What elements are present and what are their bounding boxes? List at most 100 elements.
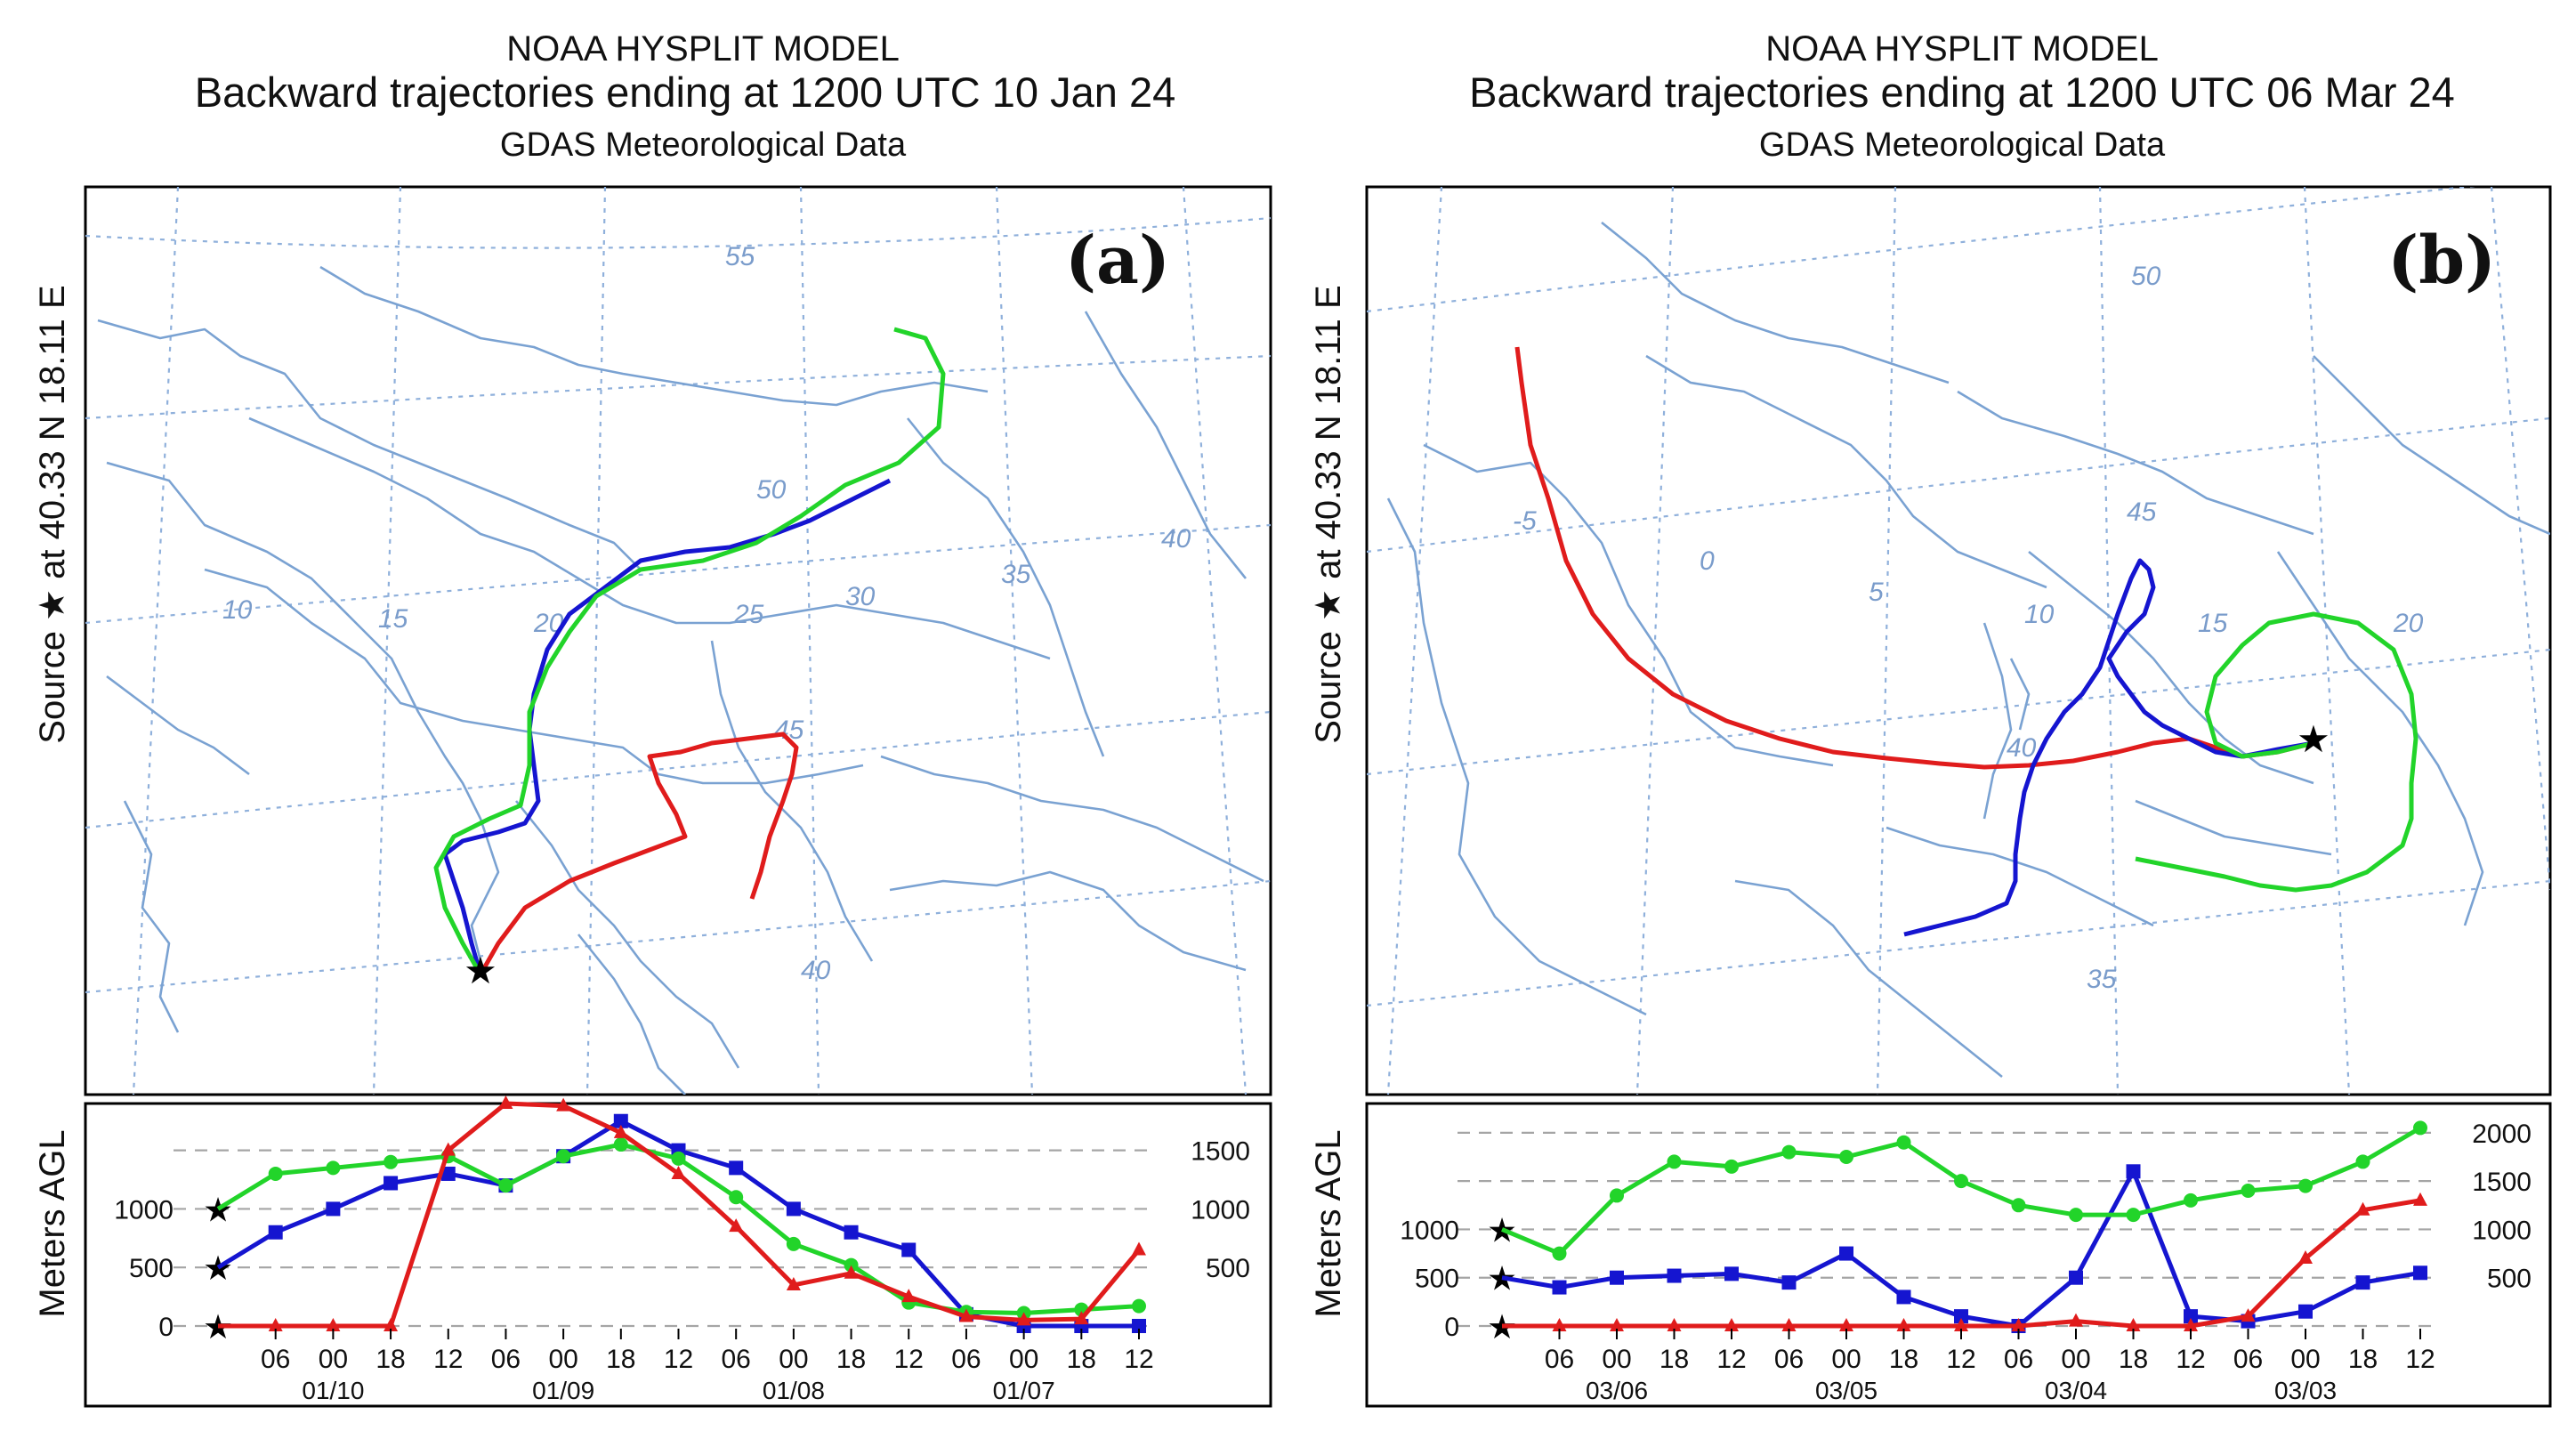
data-point [2413, 1192, 2427, 1206]
panel-a-subtitle: Backward trajectories ending at 1200 UTC… [195, 69, 1176, 116]
grid-label: 15 [2198, 609, 2228, 638]
data-point [786, 1201, 801, 1217]
data-point [1724, 1159, 1739, 1174]
x-tick-label: 12 [433, 1345, 463, 1374]
data-point [1724, 1266, 1739, 1281]
x-tick-label: 00 [2061, 1345, 2090, 1374]
grid-label: 45 [2127, 497, 2157, 527]
panel-b-grid-labels: 50 45 40 35 -5 0 5 10 15 20 [1513, 262, 2424, 994]
data-point [1074, 1311, 1089, 1325]
data-point [729, 1218, 744, 1233]
panel-b-map-frame [1365, 185, 2552, 1096]
data-point [1896, 1290, 1911, 1305]
data-point [1610, 1270, 1624, 1285]
data-point [2355, 1201, 2370, 1216]
data-point [268, 1166, 283, 1181]
data-point [2298, 1250, 2313, 1264]
data-point [440, 1142, 456, 1156]
data-point [384, 1176, 399, 1191]
panel-b-map-grid [1367, 187, 2550, 1095]
panel-a-map: 55 50 45 40 40 35 30 25 20 15 10 [85, 187, 1271, 1095]
data-point [844, 1265, 859, 1279]
data-point [671, 1165, 686, 1179]
data-point [2241, 1308, 2256, 1322]
grid-label: 25 [733, 600, 764, 629]
data-point [1896, 1135, 1911, 1150]
x-tick-label: 06 [951, 1345, 981, 1374]
data-point [556, 1097, 571, 1112]
data-point [901, 1289, 917, 1303]
x-tick-label: 00 [1602, 1345, 1631, 1374]
data-point [1132, 1319, 1146, 1333]
x-date-label: 01/10 [302, 1377, 364, 1404]
data-point [2355, 1275, 2370, 1290]
grid-label: 55 [725, 242, 755, 271]
panel-a-map-grid [85, 187, 1271, 1095]
data-point [2413, 1120, 2427, 1136]
x-tick-label: 18 [836, 1345, 866, 1374]
data-point [1839, 1246, 1853, 1261]
x-tick-label: 00 [1009, 1345, 1038, 1374]
panel-b-coastlines [1386, 221, 2550, 1079]
data-point [2069, 1270, 2083, 1285]
grid-label: 40 [2007, 733, 2037, 763]
x-tick-label: 00 [319, 1345, 348, 1374]
panel-a-map-frame [84, 185, 1272, 1096]
data-point [326, 1201, 341, 1217]
data-point [1667, 1154, 1682, 1169]
panel-a: NOAA HYSPLIT MODEL Backward trajectories… [33, 29, 1272, 1408]
data-point [2298, 1178, 2313, 1193]
panel-b-data-source: GDAS Meteorological Data [1759, 126, 2166, 164]
x-date-label: 01/08 [763, 1377, 825, 1404]
data-point [844, 1225, 859, 1240]
y-tick-right: 1000 [2472, 1216, 2532, 1245]
data-point [844, 1257, 859, 1273]
y-tick-left: 1000 [1400, 1216, 1459, 1245]
y-tick-right: 1500 [2472, 1168, 2532, 1197]
data-point [2355, 1154, 2370, 1169]
data-point [498, 1178, 513, 1193]
data-point [1552, 1246, 1567, 1261]
panel-b-trajectories: ★ [1514, 346, 2419, 937]
source-star-icon: ★ [464, 950, 497, 991]
data-point [1954, 1318, 1968, 1331]
data-point [498, 1095, 513, 1109]
x-tick-label: 12 [1946, 1345, 1975, 1374]
x-tick-label: 12 [2176, 1345, 2205, 1374]
data-point [556, 1149, 571, 1164]
data-point [1016, 1312, 1031, 1326]
data-point [786, 1276, 801, 1290]
grid-label: 40 [801, 956, 831, 985]
data-point [268, 1225, 283, 1240]
x-tick-label: 12 [2405, 1345, 2435, 1374]
y-tick-left: 1000 [114, 1195, 174, 1225]
x-tick-label: 18 [2348, 1345, 2378, 1374]
data-point [729, 1190, 744, 1205]
y-tick-left: 500 [129, 1254, 174, 1283]
x-tick-label: 06 [1545, 1345, 1574, 1374]
grid-label: 5 [1869, 578, 1884, 607]
x-tick-label: 12 [894, 1345, 924, 1374]
y-tick-right: 2000 [2472, 1120, 2532, 1149]
data-point [613, 1124, 628, 1138]
grid-label: 20 [2393, 609, 2424, 638]
x-tick-label: 18 [1659, 1345, 1689, 1374]
data-point [1781, 1275, 1797, 1290]
x-tick-label: 00 [779, 1345, 808, 1374]
data-point [326, 1318, 341, 1331]
grid-label: 35 [2087, 965, 2117, 994]
x-date-label: 03/05 [1815, 1377, 1877, 1404]
data-point [1954, 1174, 1968, 1189]
data-point [326, 1160, 341, 1176]
data-point [2241, 1184, 2256, 1198]
panel-a-ylabel: Meters AGL [33, 1129, 72, 1317]
panel-a-grid-labels: 55 50 45 40 40 35 30 25 20 15 10 [222, 242, 1191, 985]
x-tick-label: 18 [606, 1345, 635, 1374]
panel-a-coastlines [97, 265, 1264, 1095]
data-point [2184, 1309, 2198, 1324]
data-point [1781, 1144, 1797, 1160]
grid-label: 10 [222, 595, 253, 625]
data-point [1839, 1318, 1853, 1331]
data-point [2126, 1208, 2141, 1223]
